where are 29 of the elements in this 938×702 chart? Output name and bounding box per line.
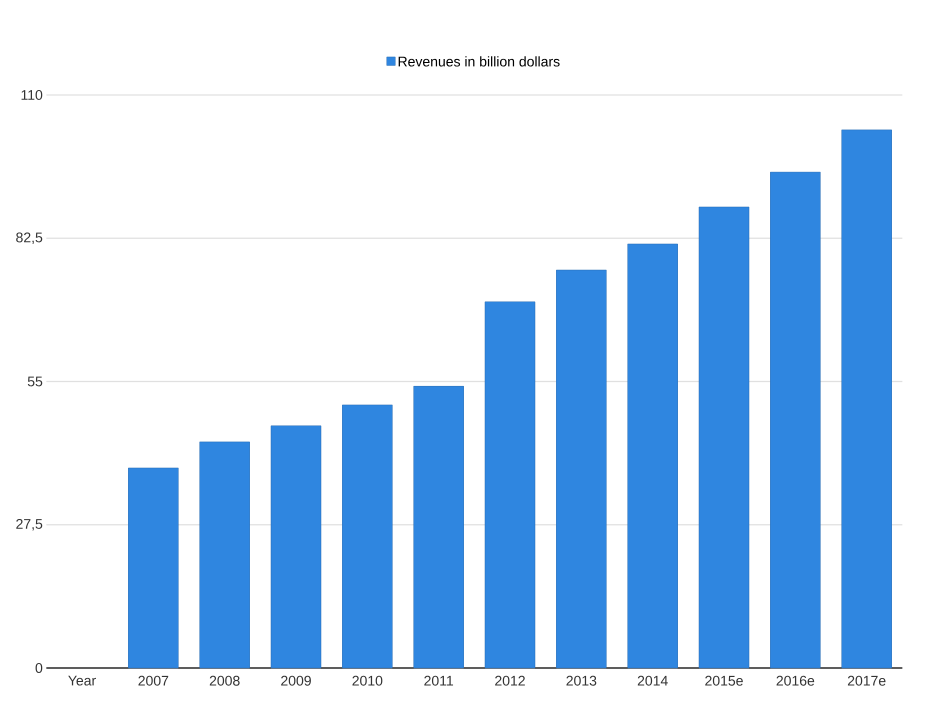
y-tick-label: 55 (28, 376, 42, 386)
bar (484, 302, 536, 668)
y-tick-label: 82,5 (16, 232, 42, 244)
bar (698, 206, 750, 668)
x-tick-label: 2015e (705, 676, 743, 686)
bar (342, 404, 393, 668)
x-tick-label: 2017e (848, 676, 886, 686)
x-tick-label: 2016e (776, 676, 814, 686)
bar (199, 442, 250, 668)
x-tick-label: 2012 (495, 676, 525, 686)
bar (841, 130, 892, 668)
x-tick-label: 2010 (352, 676, 382, 686)
bar (270, 426, 322, 668)
x-tick-label: 2007 (138, 676, 168, 686)
bar (556, 270, 607, 668)
legend-label: Revenues in billion dollars (398, 56, 560, 67)
x-tick-label: 2014 (638, 676, 668, 686)
bar (770, 172, 821, 668)
x-tick-label: 2011 (424, 676, 454, 686)
bar (413, 386, 464, 668)
y-tick-label: 0 (36, 663, 42, 673)
y-tick-label: 27,5 (16, 518, 42, 531)
bar (128, 468, 179, 668)
x-tick-label: Year (68, 676, 96, 686)
x-tick-label: 2008 (210, 676, 240, 686)
bar (627, 244, 678, 668)
x-tick-label: 2009 (281, 676, 311, 686)
x-tick-label: 2013 (566, 676, 596, 686)
y-tick-label: 110 (22, 90, 42, 100)
